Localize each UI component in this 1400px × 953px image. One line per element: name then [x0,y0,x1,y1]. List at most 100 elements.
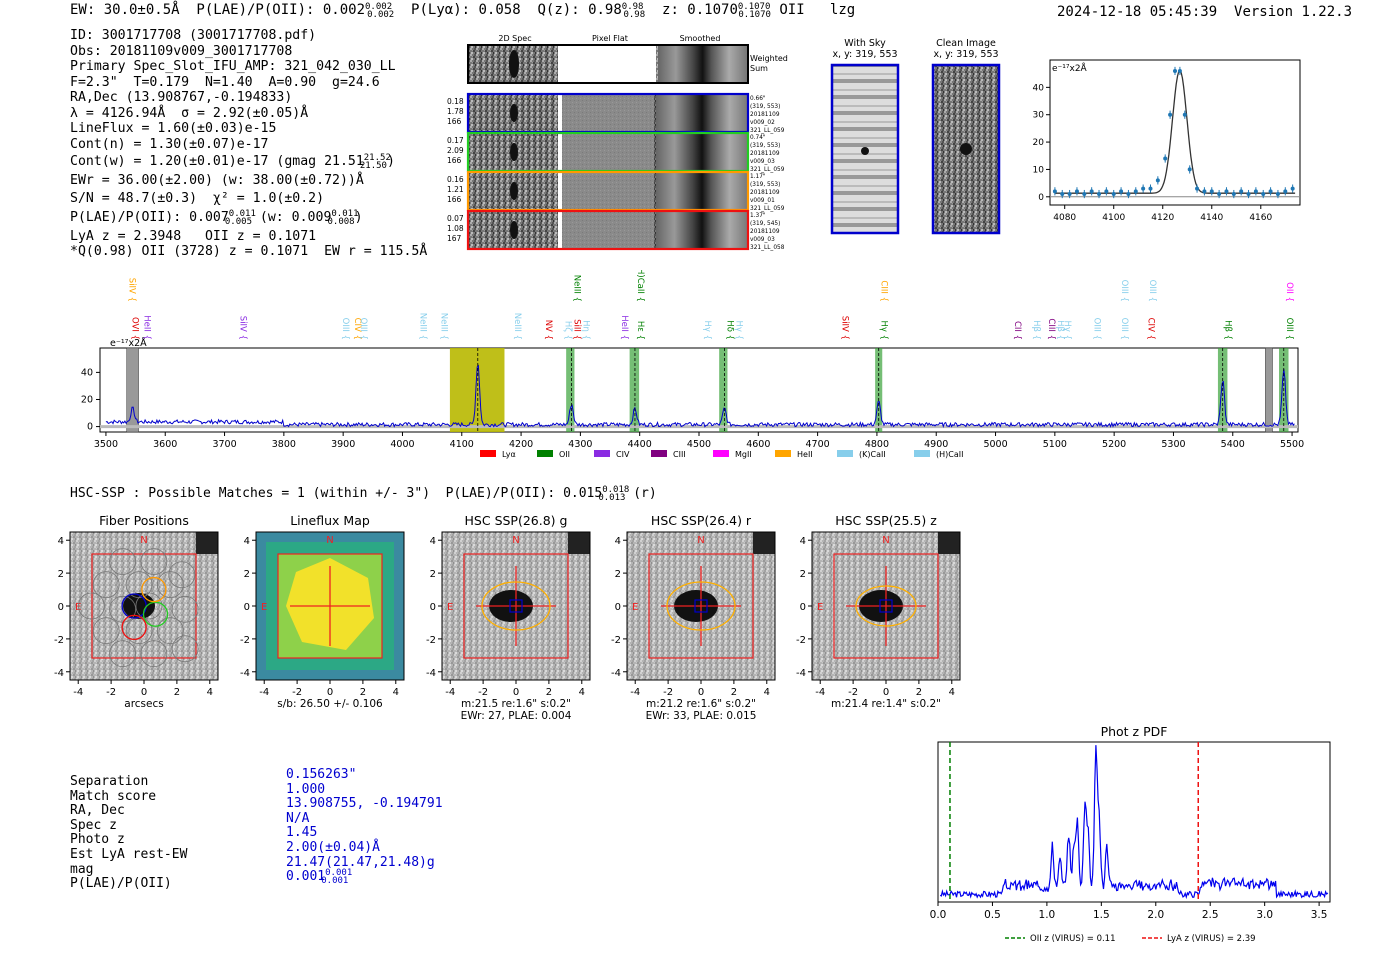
cutout-row-3-right-0: 1.37" [750,213,766,219]
zoom-point [1133,189,1138,194]
pdf-xtick-label: 0.5 [984,909,1001,921]
spec-legend-label: OII [559,450,570,459]
stamp-0-fiber [92,571,120,599]
zoom-point [1239,189,1244,194]
cutout-row-2-flat [562,173,654,209]
spec-xtick-label: 5400 [1221,439,1245,450]
cutout-row-3-right-3: v009_03 [750,237,775,243]
cutout-row-0-left-2: 166 [447,117,462,126]
stamp-2-title: HSC SSP(26.8) g [465,513,568,528]
cutout-row-1-right-2: 20181109 [750,151,780,157]
stamp-3-center-box [694,599,708,613]
stamp-3-ellipse [666,581,736,631]
stamp-0-fiber [135,592,163,620]
cutout-row-1-right-1: (319, 553) [750,143,780,149]
stamp-4-ytick-label: 2 [800,569,806,580]
stamp-3-xtick-label: 2 [731,687,737,698]
table-value: 2.00(±0.04)Å [286,840,380,855]
stamp-1-title: Lineflux Map [290,513,370,528]
spec-green-band [566,348,575,432]
spec-gray-band [1265,347,1273,433]
clean-xy: x, y: 319, 553 [933,49,999,60]
stamp-0-fiber [125,617,153,645]
table-row: Photo z [70,832,125,847]
spec-legend-label: CIII [673,450,686,459]
cutout-row-1-right-0: 0.74" [750,135,766,141]
plae-close: ) [354,209,363,225]
stamp-2-center-box [509,599,523,613]
info-sn: S/N = 48.7(±0.3) χ² = 1.0(±0.2) [70,190,325,206]
spec-line-label: Hγ { [879,320,889,340]
zoom-point [1202,189,1207,194]
spec-xtick-label: 5200 [1102,439,1126,450]
table-label: mag [70,861,94,877]
spec-line-label: SiIV { [840,316,850,340]
weighted-sum-row: Weighted Sum [467,44,788,84]
col-smooth-label: Smoothed [680,34,721,43]
stamp-3-ytick-label: -4 [611,668,621,679]
zoom-xtick-label: 4140 [1200,213,1223,223]
header-z-lower: 0.1070 [738,10,771,20]
table-label: Match score [70,788,157,804]
pdf-title: Phot z PDF [1101,724,1168,739]
spec-line-label: Hγ { [1062,320,1072,340]
stamp-1-ytick-label: -4 [240,668,250,679]
stamp-2-corner [568,532,590,554]
cutout-row-0-left-1: 1.78 [447,107,464,116]
info-obs: Obs: 20181109v009_3001717708 [70,43,293,59]
contw-close: ) [386,154,395,169]
spec-line-label: OIII { [358,318,368,340]
stamp-3-caption2: EWr: 33, PLAE: 0.015 [646,710,757,722]
stamp-3-caption1: m:21.2 re:1.6" s:0.2" [646,698,756,710]
cutout-row-1-left-2: 166 [447,156,462,165]
stamp-0-fiber [156,617,184,645]
zoom-point [1290,186,1295,191]
cutout-row-3-smooth [656,212,748,248]
cutout-row-0-right-1: (319, 553) [750,104,780,110]
stamp-0-fiber [109,548,137,575]
stamp-1-xtick-label: -4 [259,687,269,698]
zoom-ytick-label: 0 [1038,193,1044,203]
cutout-row-0-flat [562,95,654,131]
cutout-row-2-right-0: 1.17" [750,174,766,180]
spec-xtick-label: 5300 [1161,439,1185,450]
plae-w-upper: 0.011 [331,208,359,219]
table-plae-upper: 0.001 [325,868,353,879]
cutout-panel: 2D Spec Pixel Flat Smoothed Weighted Sum… [447,34,788,251]
version-label: Version 1.22.3 [1234,4,1353,20]
stamp-0-title: Fiber Positions [99,513,189,528]
stamp-4-title: HSC SSP(25.5) z [835,513,937,528]
header-ew: EW: 30.0±0.5Å P(LAE)/P(OII): 0.002 [70,2,366,18]
spec-xtick-label: 4500 [687,439,711,450]
spec-highlight-band [449,348,505,432]
table-label: P(LAE)/P(OII) [70,876,172,892]
spec-legend-swatch [651,450,667,457]
spec-legend-swatch [713,450,729,457]
table-value: 0.0010.0010.001 [286,868,352,886]
stamp-3-title: HSC SSP(26.4) r [651,513,752,528]
zoom-point [1082,192,1087,197]
stamp-3-north: N [697,535,704,546]
info-contn: Cont(n) = 1.30(±0.07)e-17 [70,136,269,152]
info-ewr: EWr = 36.00(±2.00) (w: 38.00(±0.72))Å [70,173,364,188]
with-sky-source [861,147,869,155]
stamp-4-ytick-label: 4 [800,536,806,547]
header-ew-lower: 0.002 [367,10,395,20]
stamp-3-xtick-label: 4 [764,687,770,698]
cutout-row-2-right-4: 321_LL_059 [750,206,785,212]
cutout-row-0-smooth [656,95,748,131]
cutout-row-0-gap [558,94,562,132]
info-fit: F=2.3" T=0.179 N=1.40 A=0.90 g=24.6 [70,74,380,90]
spec-xtick-label: 3600 [153,439,177,450]
pdf-legend-lya: LyA z (VIRUS) = 2.39 [1167,934,1256,944]
zoom-point [1126,192,1131,197]
spec-line-label: Hδ { [725,320,735,340]
zoom-xtick-label: 4120 [1151,213,1174,223]
spec-xtick-label: 4400 [628,439,652,450]
info-lineflux: LineFlux = 1.60(±0.03)e-15 [70,121,277,136]
spec-line-label: CIII { [879,280,889,302]
stamp-0-fiber [140,640,168,668]
spec-line-label: Hγ { [702,320,712,340]
stamp-0-fiber [156,571,184,599]
spec-legend-swatch [594,450,610,457]
